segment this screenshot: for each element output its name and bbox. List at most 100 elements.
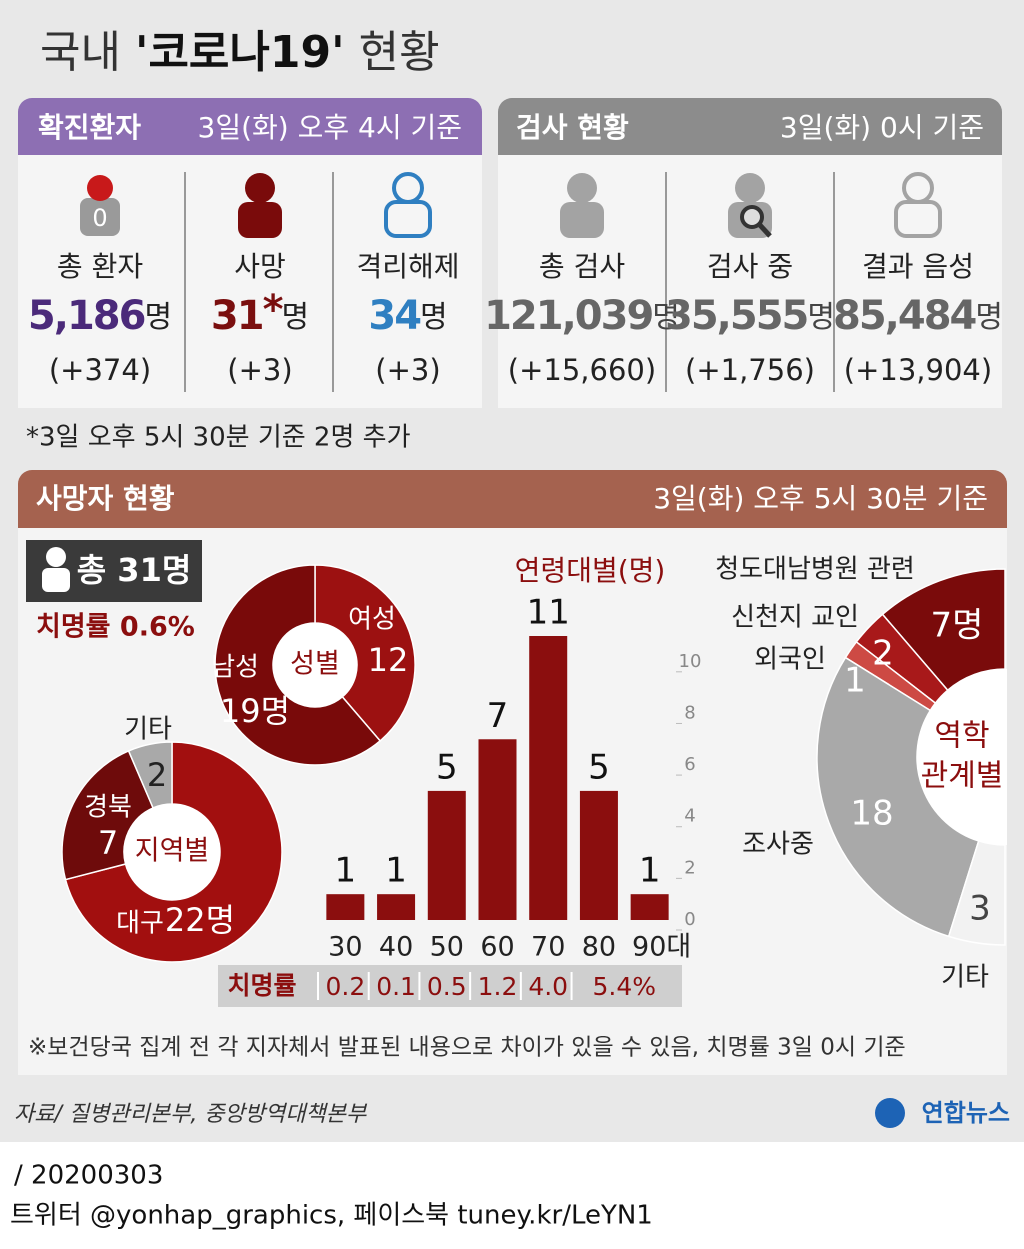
donut-hole [273, 623, 357, 707]
bar [478, 739, 517, 920]
logo-text: 연합뉴스 [922, 1099, 1010, 1127]
stat-value: 35,555명 [665, 293, 835, 339]
bar-value-label: 5 [588, 747, 610, 787]
fatality-values: 0.2 0.1 0.5 1.2 4.0 5.4% [317, 972, 657, 1001]
panel-basis: 3일(화) 0시 기준 [780, 111, 984, 144]
bar [326, 894, 365, 920]
icon-person [42, 547, 70, 592]
deaths-panel: 사망자 현황 3일(화) 오후 5시 30분 기준 총 31명 치명률 0.6%… [18, 470, 1007, 1075]
segment-category: 신천지 교인 [731, 603, 859, 633]
segment-value: 12 [368, 641, 409, 679]
y-tick-label: 0 [684, 909, 695, 930]
segment-category: 기타 [124, 715, 172, 745]
stat-change: (+3) [375, 353, 440, 387]
y-tick-label: 4 [684, 806, 695, 827]
donut-center-label: 성별 [290, 649, 340, 680]
stat-change: (+374) [49, 353, 151, 387]
segment-category: 조사중 [742, 830, 814, 860]
stat-label: 결과 음성 [862, 250, 974, 283]
segment-category: 여성 [348, 605, 396, 635]
segment-value: 2 [147, 756, 167, 794]
y-tick-label: 10 [679, 651, 702, 672]
fatality-rate: 치명률 0.6% [36, 612, 195, 643]
x-tick-label: 70 [531, 932, 565, 963]
icon-death [238, 173, 282, 238]
bar-value-label: 11 [527, 593, 570, 633]
panel-basis: 3일(화) 오후 5시 30분 기준 [653, 482, 988, 515]
fatality-value: 5.4% [593, 972, 657, 1001]
stat-change: (+13,904) [844, 353, 992, 387]
donut-center-label: 역학 [934, 719, 989, 754]
donut-segment [61, 749, 155, 881]
date: / 20200303 [14, 1161, 163, 1191]
fatality-value: 4.0 [528, 972, 568, 1001]
stat-label: 격리해제 [356, 250, 459, 283]
icon-text: 0 [92, 204, 107, 232]
donut-center-label: 관계별 [921, 759, 1004, 794]
logo: 연합뉴스 [875, 1098, 1010, 1128]
fatality-value: 0.2 [325, 972, 365, 1001]
stat-change: (+3) [227, 353, 292, 387]
y-tick-label: 2 [684, 857, 695, 878]
stat-label: 사망 [234, 250, 286, 283]
source: 자료/ 질병관리본부, 중앙방역대책본부 [14, 1102, 368, 1127]
panel-title: 검사 현황 [516, 111, 629, 144]
segment-value: 22명 [165, 901, 235, 939]
bar-value-label: 5 [436, 747, 458, 787]
note: ※보건당국 집계 전 각 지자체서 발표된 내용으로 차이가 있을 수 있음, … [28, 1035, 906, 1061]
bar [579, 790, 618, 920]
total-deaths: 총 31명 [77, 551, 192, 589]
segment-value: 18 [850, 794, 893, 834]
segment-category: 남성 [211, 653, 259, 683]
tests-panel: 검사 현황 3일(화) 0시 기준 총 검사 검사 중 결과 음성 121,03… [484, 98, 1003, 408]
fatality-row-label: 치명률 [227, 971, 296, 1000]
stat-label: 총 검사 [539, 250, 625, 283]
segment-value: 19명 [220, 692, 290, 730]
stat-label: 검사 중 [707, 250, 793, 283]
icon-released [384, 172, 432, 238]
stat-change: (+15,660) [508, 353, 656, 387]
donut-hole [917, 669, 1007, 845]
fatality-value: 0.5 [427, 972, 467, 1001]
stat-value: 5,186명 [28, 293, 172, 339]
segment-value: 7명 [931, 606, 984, 646]
stat-value: 31*명 [211, 287, 309, 339]
stat-label: 총 환자 [57, 250, 143, 283]
y-tick-label: 6 [684, 754, 695, 775]
y-tick-label: 8 [684, 702, 695, 723]
segment-category: 외국인 [754, 645, 826, 675]
confirmed-panel: 확진환자 3일(화) 오후 4시 기준 0 총 환자 사망 격리해제 5,186… [18, 98, 482, 408]
panel-header [18, 470, 1007, 528]
segment-value: 3 [969, 889, 991, 929]
bar [529, 636, 568, 920]
bar [630, 894, 669, 920]
x-tick-label: 50 [430, 932, 464, 963]
segment-category: 청도대남병원 관련 [715, 555, 915, 585]
segment-value: 1 [844, 661, 866, 701]
segment-category: 경북 [84, 793, 132, 823]
bar-value-label: 1 [385, 851, 407, 891]
footnote: *3일 오후 5시 30분 기준 2명 추가 [26, 423, 411, 453]
bar-value-label: 7 [487, 696, 509, 736]
panel-header [498, 98, 1002, 155]
x-tick-label: 40 [379, 932, 413, 963]
donut-hole [124, 804, 220, 900]
icon-test [560, 173, 604, 238]
x-tick-label: 80 [582, 932, 616, 963]
stat-value: 85,484명 [833, 293, 1003, 339]
fatality-value: 0.1 [376, 972, 416, 1001]
fatality-value: 1.2 [478, 972, 518, 1001]
panel-title: 사망자 현황 [36, 482, 175, 515]
bar-value-label: 1 [639, 851, 661, 891]
stat-value: 121,039명 [484, 293, 680, 339]
panel-header [18, 98, 482, 155]
x-tick-label: 90대 [632, 932, 691, 963]
bar [377, 894, 416, 920]
x-tick-label: 60 [480, 932, 514, 963]
stat-value: 34명 [368, 293, 447, 339]
bar [427, 790, 466, 920]
social: 트위터 @yonhap_graphics, 페이스북 tuney.kr/LeYN… [10, 1201, 653, 1231]
icon-testing [728, 173, 772, 238]
